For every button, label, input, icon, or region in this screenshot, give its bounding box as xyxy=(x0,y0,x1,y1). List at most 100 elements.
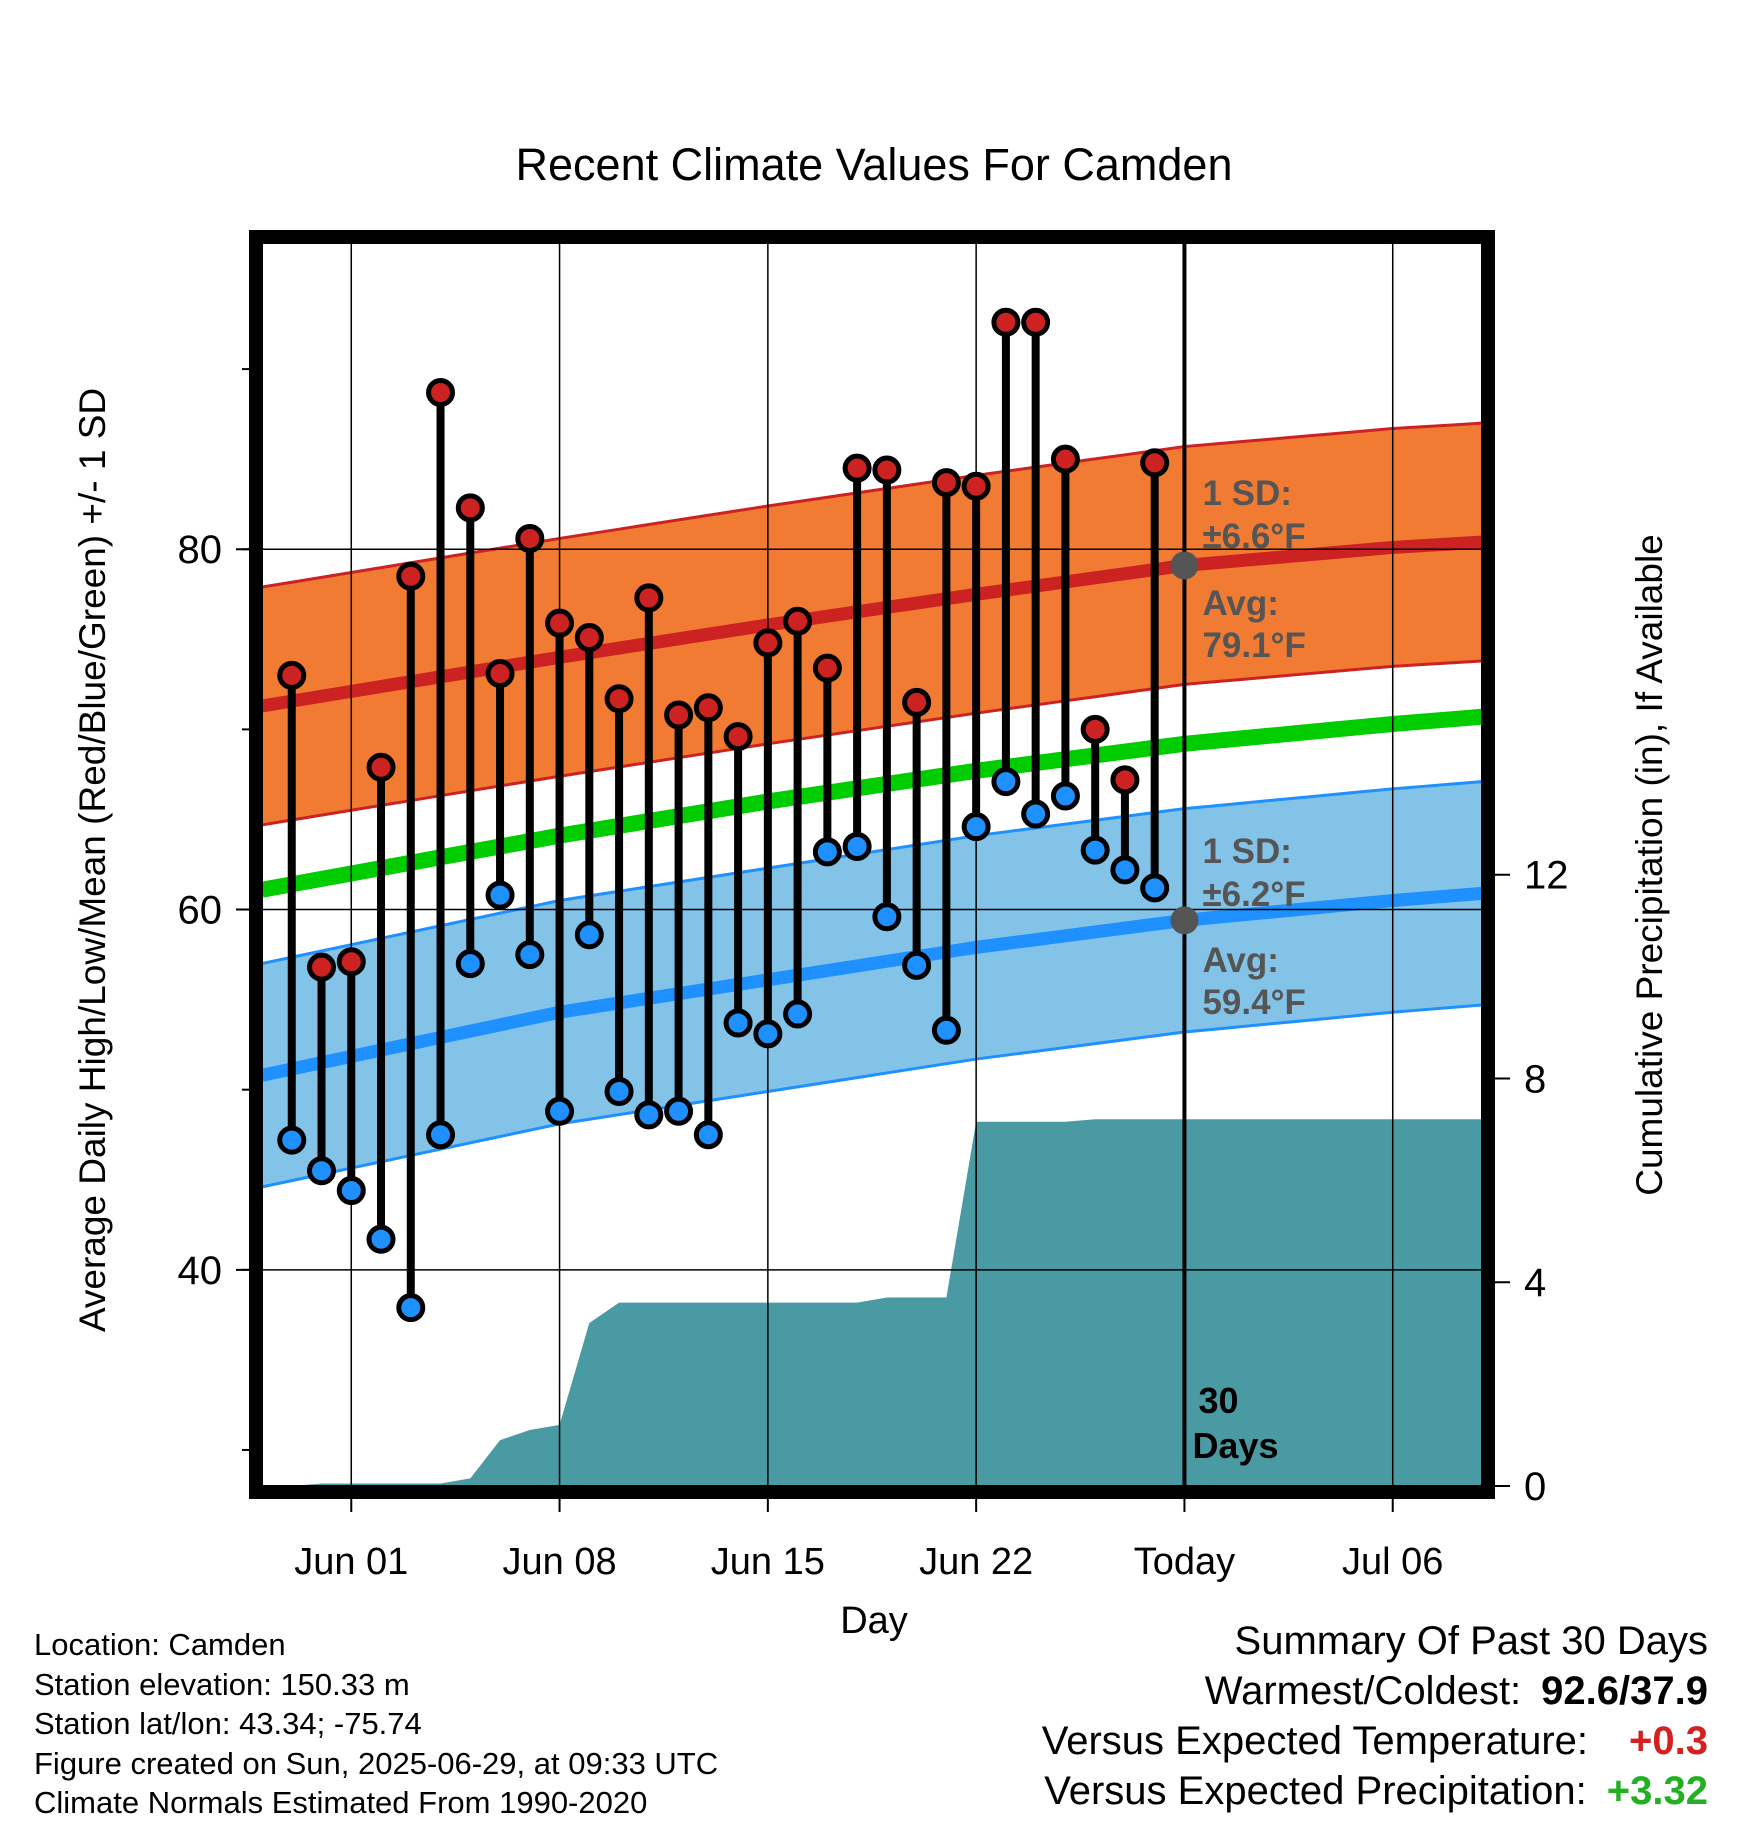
latlon-text: Station lat/lon: 43.34; -75.74 xyxy=(34,1706,422,1741)
daily-low-point xyxy=(1050,781,1080,811)
x-tick-label: Jun 08 xyxy=(503,1541,617,1583)
y2-tick-label: 0 xyxy=(1524,1465,1546,1509)
daily-high-point xyxy=(991,307,1021,337)
low-sd-band xyxy=(262,781,1482,1187)
daily-low-point xyxy=(872,902,902,932)
daily-low-point xyxy=(1110,855,1140,885)
daily-low-point xyxy=(693,1120,723,1150)
daily-low-point xyxy=(426,1120,456,1150)
daily-low-point xyxy=(664,1096,694,1126)
daily-low-point xyxy=(753,1019,783,1049)
y-tick-label: 60 xyxy=(178,889,223,933)
daily-high-point xyxy=(783,606,813,636)
low-sd-value: ±6.2°F xyxy=(1202,875,1305,914)
high-sd-value: ±6.6°F xyxy=(1202,517,1305,556)
temp-label: Versus Expected Temperature: xyxy=(1041,1719,1588,1763)
x-tick-label: Jul 06 xyxy=(1342,1541,1443,1583)
daily-low-point xyxy=(634,1100,664,1130)
daily-low-point xyxy=(961,812,991,842)
temp-value: +0.3 xyxy=(1629,1719,1708,1763)
precip-value: +3.32 xyxy=(1606,1769,1708,1813)
created-text: Figure created on Sun, 2025-06-29, at 09… xyxy=(34,1745,719,1781)
y-tick-label: 80 xyxy=(178,528,223,572)
summary-temp-row: Versus Expected Temperature: +0.3 xyxy=(1042,1716,1708,1766)
x-tick-label: Jun 15 xyxy=(711,1541,825,1583)
daily-high-point xyxy=(336,947,366,977)
daily-low-point xyxy=(931,1015,961,1045)
daily-high-point xyxy=(604,684,634,714)
precip-area xyxy=(291,1119,1482,1486)
daily-low-point xyxy=(366,1224,396,1254)
y-axis-label: Average Daily High/Low/Mean (Red/Blue/Gr… xyxy=(72,388,113,1332)
x-tick-label: Jun 22 xyxy=(919,1541,1033,1583)
daily-low-point xyxy=(902,950,932,980)
high-sd-band xyxy=(262,423,1482,825)
y2-tick-label: 4 xyxy=(1524,1261,1546,1305)
daily-high-point xyxy=(664,700,694,730)
daily-high-point xyxy=(1080,714,1110,744)
daily-low-point xyxy=(783,999,813,1029)
y2-axis-label: Cumulative Precipitation (in), If Availa… xyxy=(1629,534,1670,1196)
daily-high-point xyxy=(426,378,456,408)
daily-low-point xyxy=(396,1293,426,1323)
daily-high-point xyxy=(753,628,783,658)
daily-high-point xyxy=(812,653,842,683)
daily-high-point xyxy=(545,608,575,638)
daily-high-point xyxy=(902,687,932,717)
daily-high-point xyxy=(1021,307,1051,337)
daily-low-point xyxy=(1021,799,1051,829)
high-avg-value: 79.1°F xyxy=(1202,626,1306,665)
daily-low-point xyxy=(455,949,485,979)
daily-low-point xyxy=(1080,835,1110,865)
y-tick-label: 40 xyxy=(178,1249,223,1293)
normal-low-line xyxy=(262,886,1482,1082)
daily-high-point xyxy=(1050,444,1080,474)
low-avg-label: Avg: xyxy=(1202,941,1278,980)
daily-low-point xyxy=(336,1176,366,1206)
daily-high-point xyxy=(396,561,426,591)
daily-low-point xyxy=(574,920,604,950)
daily-high-point xyxy=(455,493,485,523)
low-avg-value: 59.4°F xyxy=(1202,983,1306,1022)
summary-precip-row: Versus Expected Precipitation: +3.32 xyxy=(1042,1766,1708,1816)
low-sd-upper-edge xyxy=(262,780,1482,966)
summary-panel: Summary Of Past 30 Days Warmest/Coldest:… xyxy=(1042,1616,1708,1816)
low-sd-lower-edge xyxy=(262,1003,1482,1189)
daily-high-point xyxy=(961,471,991,501)
daily-high-point xyxy=(931,468,961,498)
daily-low-point xyxy=(842,831,872,861)
normal-high-line xyxy=(262,535,1482,713)
low-sd-label: 1 SD: xyxy=(1202,832,1291,871)
daily-low-point xyxy=(485,880,515,910)
daily-high-point xyxy=(1140,448,1170,478)
high-avg-label: Avg: xyxy=(1202,584,1278,623)
daily-high-point xyxy=(307,952,337,982)
daily-high-point xyxy=(872,455,902,485)
daily-low-point xyxy=(1140,873,1170,903)
daily-high-point xyxy=(515,523,545,553)
daily-low-point xyxy=(723,1008,753,1038)
daily-high-point xyxy=(485,659,515,689)
warmest-value: 92.6/37.9 xyxy=(1541,1669,1708,1713)
precip-label: Versus Expected Precipitation: xyxy=(1044,1769,1587,1813)
daily-low-point xyxy=(515,940,545,970)
daily-low-point xyxy=(991,767,1021,797)
daily-high-point xyxy=(693,693,723,723)
daily-low-point xyxy=(277,1125,307,1155)
plot-area xyxy=(262,243,1482,1486)
x-axis-label: Day xyxy=(840,1600,908,1642)
daily-high-point xyxy=(277,660,307,690)
y2-tick-label: 12 xyxy=(1524,854,1569,898)
x-tick-label: Today xyxy=(1134,1541,1235,1583)
daily-low-point xyxy=(545,1096,575,1126)
daily-high-point xyxy=(634,583,664,613)
normal-mean-line xyxy=(262,708,1482,898)
daily-low-point xyxy=(604,1076,634,1106)
daily-low-point xyxy=(307,1156,337,1186)
summary-warmest-row: Warmest/Coldest: 92.6/37.9 xyxy=(1042,1666,1708,1716)
y2-tick-label: 8 xyxy=(1524,1057,1546,1101)
warmest-label: Warmest/Coldest: xyxy=(1204,1669,1522,1713)
chart-title: Recent Climate Values For Camden xyxy=(516,139,1233,190)
today-normal-high-marker xyxy=(1170,551,1199,580)
